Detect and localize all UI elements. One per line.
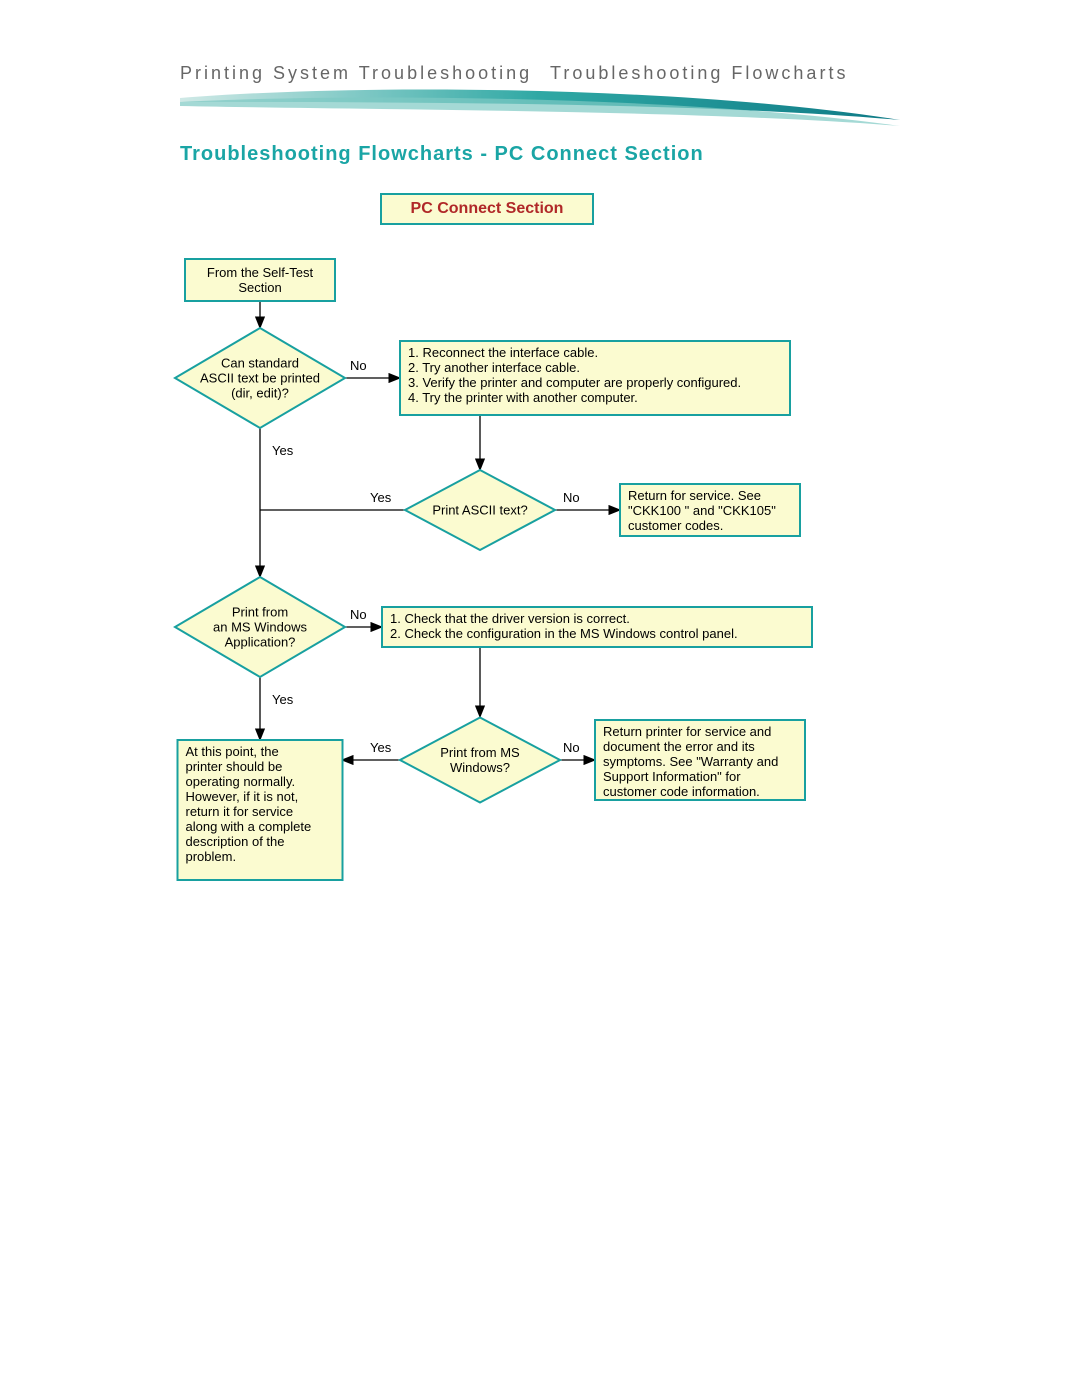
node-d3: Print froman MS WindowsApplication? bbox=[175, 577, 345, 677]
svg-text:1. Check that the driver versi: 1. Check that the driver version is corr… bbox=[390, 611, 630, 626]
svg-text:Print from: Print from bbox=[232, 605, 288, 620]
svg-text:Can standard: Can standard bbox=[221, 356, 299, 371]
node-p1: 1. Reconnect the interface cable.2. Try … bbox=[400, 341, 790, 415]
node-d1: Can standardASCII text be printed(dir, e… bbox=[175, 328, 345, 428]
svg-text:Yes: Yes bbox=[272, 443, 294, 458]
svg-text:No: No bbox=[350, 607, 367, 622]
svg-text:(dir, edit)?: (dir, edit)? bbox=[231, 386, 289, 401]
svg-text:"CKK100 " and "CKK105": "CKK100 " and "CKK105" bbox=[628, 503, 776, 518]
svg-text:customer code information.: customer code information. bbox=[603, 784, 760, 799]
svg-text:description of the: description of the bbox=[186, 834, 285, 849]
svg-text:Yes: Yes bbox=[272, 692, 294, 707]
node-p2: Return for service. See"CKK100 " and "CK… bbox=[620, 484, 800, 536]
svg-text:No: No bbox=[563, 490, 580, 505]
svg-text:Support Information" for: Support Information" for bbox=[603, 769, 741, 784]
svg-text:Yes: Yes bbox=[370, 740, 392, 755]
svg-text:along with a complete: along with a complete bbox=[186, 819, 312, 834]
svg-text:Application?: Application? bbox=[225, 635, 296, 650]
svg-text:2. Try another interface cable: 2. Try another interface cable. bbox=[408, 360, 580, 375]
page: Printing System Troubleshooting Troubles… bbox=[0, 0, 1080, 1397]
svg-text:document the error and its: document the error and its bbox=[603, 739, 755, 754]
svg-text:symptoms. See "Warranty and: symptoms. See "Warranty and bbox=[603, 754, 778, 769]
svg-text:4. Try the printer with anothe: 4. Try the printer with another computer… bbox=[408, 390, 638, 405]
svg-text:Yes: Yes bbox=[370, 490, 392, 505]
svg-text:However, if it is not,: However, if it is not, bbox=[186, 789, 299, 804]
svg-text:Print ASCII text?: Print ASCII text? bbox=[432, 503, 527, 518]
svg-text:ASCII text be printed: ASCII text be printed bbox=[200, 371, 320, 386]
svg-text:Windows?: Windows? bbox=[450, 760, 510, 775]
node-d4: Print from MSWindows? bbox=[400, 718, 560, 803]
svg-text:2. Check the configuration in: 2. Check the configuration in the MS Win… bbox=[390, 626, 738, 641]
flowchart: No Yes No Yes No Yes No Yes From the Self-TestSe… bbox=[0, 0, 1080, 1397]
svg-text:an MS Windows: an MS Windows bbox=[213, 620, 307, 635]
svg-text:3. Verify the printer and comp: 3. Verify the printer and computer are p… bbox=[408, 375, 741, 390]
svg-text:return it for service: return it for service bbox=[186, 804, 294, 819]
svg-text:1. Reconnect the interface cab: 1. Reconnect the interface cable. bbox=[408, 345, 598, 360]
svg-text:Print from MS: Print from MS bbox=[440, 745, 520, 760]
node-d2: Print ASCII text? bbox=[405, 470, 555, 550]
svg-text:customer codes.: customer codes. bbox=[628, 518, 723, 533]
node-start: From the Self-TestSection bbox=[185, 259, 335, 301]
svg-text:operating normally.: operating normally. bbox=[186, 774, 296, 789]
svg-text:Return for service. See: Return for service. See bbox=[628, 488, 761, 503]
svg-text:Return printer for service an: Return printer for service and bbox=[603, 724, 771, 739]
svg-text:printer should be: printer should be bbox=[186, 759, 283, 774]
svg-text:No: No bbox=[563, 740, 580, 755]
svg-text:From the Self-Test: From the Self-Test bbox=[207, 265, 314, 280]
svg-text:At this point, the: At this point, the bbox=[186, 744, 279, 759]
node-p3: 1. Check that the driver version is corr… bbox=[382, 607, 812, 647]
svg-text:No: No bbox=[350, 358, 367, 373]
node-p4: Return printer for service anddocument t… bbox=[595, 720, 805, 800]
node-p5: At this point, theprinter should beopera… bbox=[178, 740, 343, 880]
svg-text:problem.: problem. bbox=[186, 849, 237, 864]
svg-text:Section: Section bbox=[238, 280, 281, 295]
